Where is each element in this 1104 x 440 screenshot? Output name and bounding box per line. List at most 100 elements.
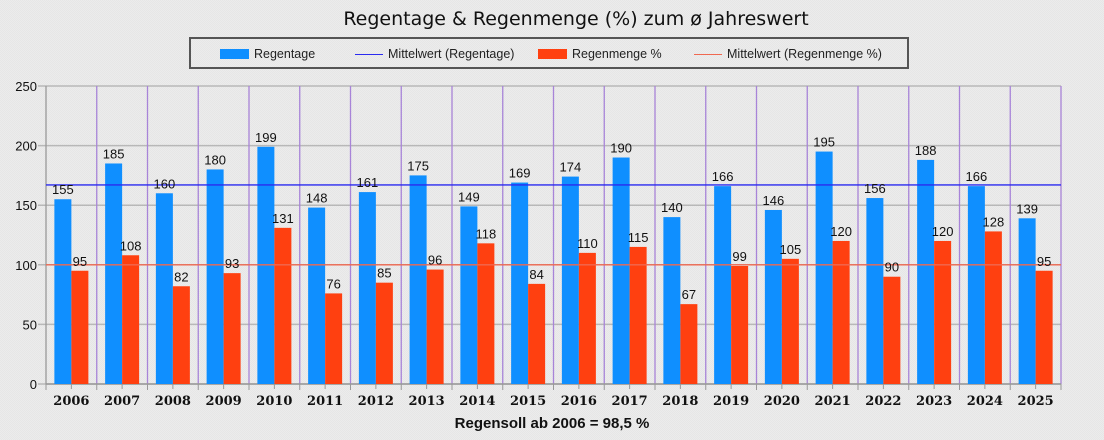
bar-regentage-2022 [866, 198, 884, 384]
data-label-regenmenge: 90 [885, 260, 899, 275]
data-label-regentage: 155 [52, 182, 74, 197]
x-tick-label: 2018 [662, 394, 698, 409]
x-tick-label: 2006 [53, 394, 89, 409]
x-tick-label: 2013 [409, 394, 445, 409]
data-label-regenmenge: 115 [628, 230, 649, 245]
y-tick-label: 100 [15, 258, 37, 273]
data-label-regenmenge: 105 [780, 242, 802, 257]
data-label-regenmenge: 76 [326, 276, 340, 291]
data-label-regenmenge: 96 [428, 253, 442, 268]
data-label-regenmenge: 120 [830, 224, 852, 239]
bar-regentage-2012 [358, 192, 376, 384]
data-label-regenmenge: 84 [529, 267, 543, 282]
bar-regenmenge-2006 [71, 270, 89, 384]
y-tick-label: 250 [15, 79, 37, 94]
bar-regentage-2018 [663, 217, 681, 384]
bar-regenmenge-2009 [223, 273, 241, 384]
bar-regenmenge-2011 [325, 293, 343, 384]
bar-regentage-2006 [54, 199, 72, 384]
data-label-regentage: 139 [1016, 201, 1038, 216]
bar-regentage-2008 [155, 193, 173, 384]
data-label-regentage: 199 [255, 130, 277, 145]
x-tick-label: 2012 [358, 394, 394, 409]
data-label-regentage: 149 [458, 189, 480, 204]
data-label-regentage: 161 [357, 175, 379, 190]
bar-regenmenge-2008 [172, 286, 190, 384]
legend-label-mean-regentage: Mittelwert (Regentage) [388, 47, 515, 61]
y-tick-label: 50 [23, 317, 37, 332]
bar-regenmenge-2025 [1035, 270, 1053, 384]
bar-regentage-2025 [1018, 218, 1036, 384]
data-label-regenmenge: 131 [272, 211, 294, 226]
bar-regentage-2011 [308, 207, 326, 384]
bar-regentage-2024 [967, 186, 985, 384]
legend-swatch-mean-regenmenge [694, 53, 722, 55]
legend-item-mean-regenmenge: Mittelwert (Regenmenge %) [694, 47, 882, 61]
bar-regentage-2016 [561, 176, 579, 384]
x-tick-label: 2021 [815, 394, 851, 409]
legend-item-regentage: Regentage [220, 47, 315, 61]
y-tick-label: 200 [15, 139, 37, 154]
legend-label-mean-regenmenge: Mittelwert (Regenmenge %) [727, 47, 882, 61]
data-label-regentage: 188 [915, 143, 937, 158]
x-tick-label: 2014 [459, 394, 495, 409]
x-tick-label: 2023 [916, 394, 952, 409]
x-tick-label: 2015 [510, 394, 546, 409]
x-tick-label: 2025 [1018, 394, 1054, 409]
x-tick-label: 2022 [865, 394, 901, 409]
data-label-regentage: 180 [204, 152, 226, 167]
data-label-regenmenge: 95 [73, 254, 87, 269]
x-tick-label: 2024 [967, 394, 1003, 409]
data-label-regenmenge: 82 [174, 269, 188, 284]
bar-regenmenge-2019 [731, 265, 749, 384]
data-label-regenmenge: 120 [932, 224, 954, 239]
data-label-regenmenge: 108 [120, 238, 142, 253]
bar-regentage-2021 [815, 151, 833, 384]
x-tick-label: 2019 [713, 394, 749, 409]
bar-regenmenge-2015 [528, 283, 546, 384]
y-tick-label: 150 [15, 198, 37, 213]
data-label-regentage: 166 [712, 169, 734, 184]
data-label-regentage: 195 [813, 135, 835, 150]
data-label-regentage: 169 [509, 166, 531, 181]
legend-item-regenmenge: Regenmenge % [538, 47, 662, 61]
data-label-regentage: 156 [864, 181, 886, 196]
data-label-regenmenge: 67 [682, 287, 696, 302]
bar-regenmenge-2010 [274, 227, 292, 384]
bar-regenmenge-2014 [477, 243, 495, 384]
data-label-regenmenge: 95 [1037, 254, 1051, 269]
bar-regenmenge-2022 [883, 276, 901, 384]
bar-regenmenge-2013 [426, 269, 444, 384]
legend-label-regenmenge: Regenmenge % [572, 47, 662, 61]
x-tick-label: 2017 [612, 394, 648, 409]
chart-title: Regentage & Regenmenge (%) zum ø Jahresw… [343, 8, 809, 30]
data-label-regentage: 148 [306, 191, 328, 206]
x-tick-label: 2016 [561, 394, 597, 409]
bar-regenmenge-2012 [375, 282, 393, 384]
data-label-regentage: 175 [407, 158, 429, 173]
data-label-regentage: 166 [966, 169, 988, 184]
data-label-regentage: 160 [154, 176, 176, 191]
y-tick-label: 0 [30, 377, 37, 392]
bar-regenmenge-2023 [934, 240, 952, 384]
legend-swatch-regentage [220, 49, 249, 59]
data-label-regenmenge: 118 [476, 226, 497, 241]
legend-swatch-regenmenge [538, 49, 567, 59]
bar-regentage-2023 [917, 159, 935, 384]
bar-regenmenge-2024 [984, 231, 1002, 384]
bar-regentage-2015 [511, 182, 529, 384]
footer-annotation: Regensoll ab 2006 = 98,5 % [454, 415, 650, 432]
bar-regentage-2013 [409, 175, 427, 384]
data-label-regentage: 140 [661, 200, 683, 215]
bar-regentage-2014 [460, 206, 478, 384]
data-label-regenmenge: 99 [732, 249, 746, 264]
data-label-regentage: 190 [610, 141, 632, 156]
x-tick-label: 2008 [155, 394, 191, 409]
bar-regentage-2009 [206, 169, 224, 384]
data-label-regenmenge: 93 [225, 256, 239, 271]
bar-regenmenge-2017 [629, 246, 647, 384]
bar-regenmenge-2016 [578, 252, 596, 384]
bar-regentage-2007 [105, 163, 123, 384]
bar-regentage-2017 [612, 157, 630, 384]
legend: Regentage Mittelwert (Regentage) Regenme… [189, 37, 909, 69]
